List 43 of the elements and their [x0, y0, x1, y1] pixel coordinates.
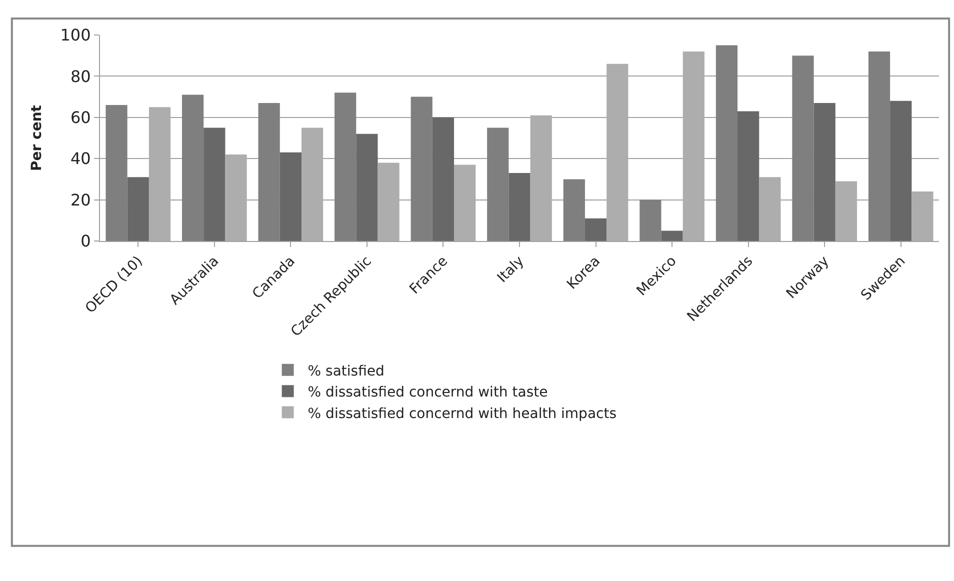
bar [258, 102, 280, 241]
y-tick-label: 0 [80, 232, 91, 251]
bar [301, 128, 324, 241]
bar [204, 128, 226, 241]
bar [334, 92, 356, 241]
bar [508, 173, 530, 241]
bar [378, 162, 400, 241]
bar [814, 102, 836, 241]
bar [835, 181, 858, 241]
bar [432, 117, 454, 241]
bar [868, 51, 890, 241]
legend-label: % satisfied [308, 363, 384, 380]
bar [912, 192, 934, 241]
bar [716, 45, 738, 241]
bar [454, 164, 476, 241]
bar [584, 218, 607, 241]
bar [356, 134, 378, 241]
y-tick-label: 60 [70, 108, 91, 127]
y-tick-label: 80 [70, 66, 91, 86]
bar [182, 94, 204, 241]
y-tick-label: 100 [60, 26, 91, 45]
bar [127, 177, 149, 241]
legend-label: % dissatisfied concernd with health impacts [308, 406, 617, 422]
bar [792, 56, 814, 241]
y-tick-label: 20 [70, 190, 91, 210]
bar [640, 200, 662, 241]
bar [148, 107, 171, 241]
bar [661, 230, 683, 241]
bar [759, 177, 781, 241]
legend-label: % dissatisfied concernd with taste [308, 384, 548, 401]
bar [280, 152, 302, 241]
bar [682, 51, 704, 241]
bar [606, 64, 628, 241]
bar [530, 115, 552, 241]
bar [410, 96, 432, 241]
bar [487, 128, 509, 241]
bar [738, 111, 760, 241]
bar [225, 154, 247, 241]
y-axis-title: Per cent [28, 104, 45, 171]
bar [890, 100, 912, 241]
bar [106, 105, 128, 241]
y-tick-label: 40 [70, 149, 91, 168]
bar [563, 179, 585, 241]
